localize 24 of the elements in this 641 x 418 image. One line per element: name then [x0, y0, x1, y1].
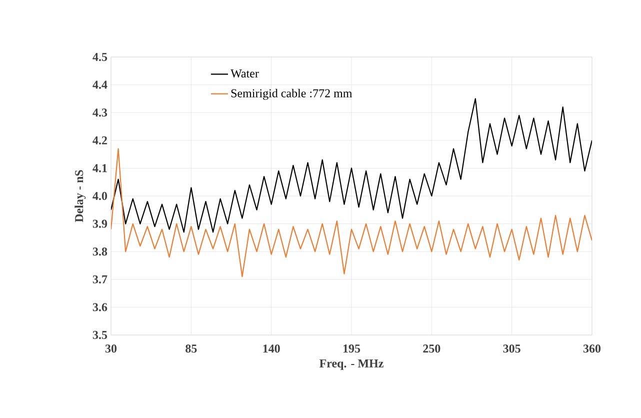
x-tick-label: 30 — [105, 344, 117, 353]
line-series — [111, 98, 592, 233]
x-tick-label: 250 — [423, 344, 440, 353]
x-tick-label: 305 — [503, 344, 520, 353]
y-tick-label: 4.1 — [92, 164, 107, 172]
y-tick-label: 3.9 — [92, 220, 108, 228]
x-tick-label: 195 — [343, 344, 360, 353]
y-axis-title: Delay - nS — [74, 170, 86, 222]
y-tick-label: 4.2 — [92, 136, 107, 144]
x-tick-label: 140 — [263, 344, 280, 353]
x-tick-label: 85 — [186, 344, 197, 353]
y-tick-label: 4.3 — [92, 108, 108, 117]
x-tick-label: 360 — [583, 344, 601, 353]
line-series — [111, 148, 592, 278]
y-tick-label: 3.7 — [92, 275, 108, 284]
legend-label: Water — [230, 70, 259, 78]
legend-label: Semirigid cable :772 mm — [231, 88, 352, 100]
y-tick-label: 4.5 — [92, 52, 108, 62]
x-axis-title: Freq. - MHz — [319, 359, 384, 370]
y-tick-label: 3.5 — [92, 330, 108, 340]
y-tick-label: 4.4 — [92, 80, 108, 89]
y-tick-label: 4.0 — [92, 192, 108, 200]
y-tick-label: 3.6 — [92, 303, 108, 312]
y-tick-label: 3.8 — [92, 248, 108, 256]
